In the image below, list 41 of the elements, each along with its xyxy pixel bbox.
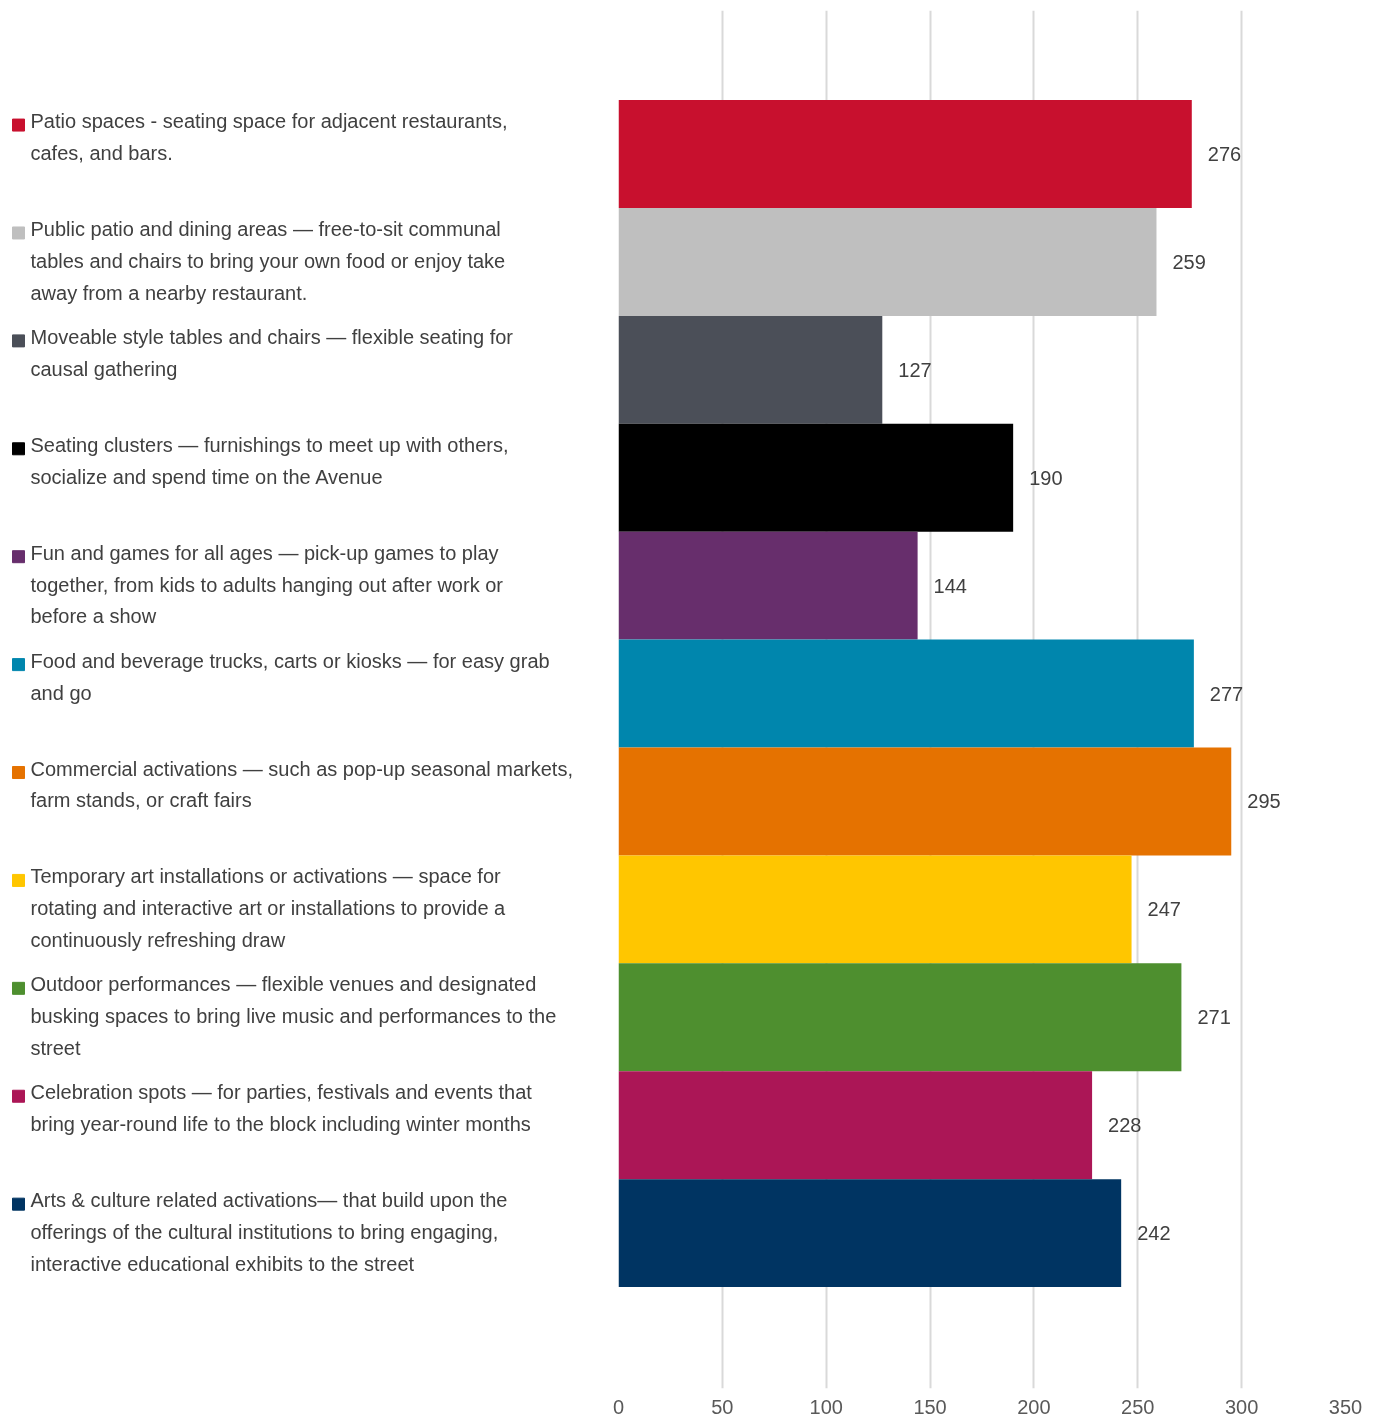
legend-label: Celebration spots — for parties, festivals and events that bring year-round life to the block including winter months [30, 1081, 533, 1136]
legend-label: Moveable style tables and chairs — flexible seating for causal gathering [30, 325, 514, 380]
data-label: 144 [933, 574, 967, 597]
x-tick-label: 300 [1224, 1395, 1259, 1418]
x-tick-label: 100 [809, 1395, 843, 1418]
bar [618, 639, 1194, 748]
bar [618, 963, 1182, 1072]
legend-label: Patio spaces - seating space for adjacent restaurants, cafes, and bars. [30, 110, 508, 164]
legend-label: Commercial activations — such as pop-up seasonal markets, farm stands, or craft fairs [30, 757, 573, 812]
legend-label: Outdoor performances — flexible venues and designated busking spaces to bring live music and performances to the street [30, 973, 557, 1060]
bar [618, 1179, 1122, 1288]
data-label: 228 [1108, 1114, 1142, 1137]
data-label: 242 [1137, 1222, 1171, 1245]
data-label: 295 [1247, 790, 1281, 813]
legend-label: Seating clusters — furnishings to meet up with others, socialize and spend time on the Avenue [30, 433, 509, 488]
bar [618, 423, 1014, 532]
bar [618, 1071, 1093, 1180]
bar [618, 207, 1157, 316]
bar [618, 100, 1192, 208]
legend-label: Public patio and dining areas — free-to-sit communal tables and chairs to bring your own food or enjoy take away from a nearby restaurant. [30, 217, 506, 304]
x-tick-label: 0 [612, 1395, 625, 1418]
bar [618, 531, 918, 640]
data-label: 190 [1029, 466, 1063, 489]
data-label: 259 [1172, 250, 1206, 273]
x-tick-label: 150 [913, 1395, 947, 1418]
x-tick-label: 50 [711, 1395, 734, 1418]
x-tick-label: 350 [1328, 1395, 1363, 1418]
data-label: 276 [1207, 143, 1242, 166]
bar [618, 315, 883, 424]
legend-label: Fun and games for all ages — pick-up games to play together, from kids to adults hanging out after work or before a show [30, 541, 504, 628]
data-label: 277 [1209, 682, 1244, 705]
x-tick-label: 250 [1121, 1395, 1155, 1418]
data-label: 247 [1147, 898, 1181, 921]
bar [618, 855, 1132, 964]
legend-label: Arts & culture related activations— that build upon the offerings of the cultural institutions to bring engaging, interactive educational exhibits to the street [30, 1189, 508, 1275]
data-label: 127 [898, 358, 932, 381]
x-tick-label: 200 [1017, 1395, 1051, 1418]
legend-label: Temporary art installations or activations — space for rotating and interactive art or installations to provide a continuously refreshing draw [30, 865, 507, 952]
bar [618, 747, 1232, 856]
data-label: 271 [1197, 1006, 1231, 1029]
legend-label: Food and beverage trucks, carts or kiosks — for easy grab and go [30, 649, 550, 704]
